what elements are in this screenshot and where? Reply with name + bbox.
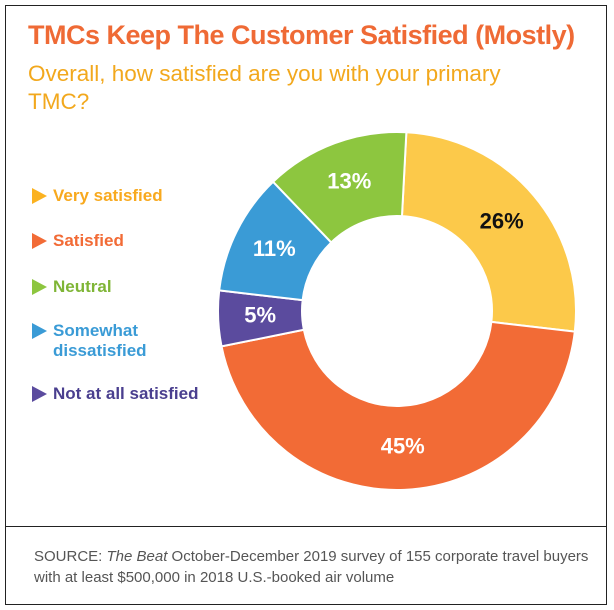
legend-item: Satisfied xyxy=(32,231,124,251)
legend-item: Somewhat dissatisfied xyxy=(32,321,173,361)
source-publication: The Beat xyxy=(102,548,168,565)
legend-label: Somewhat dissatisfied xyxy=(53,321,147,360)
legend-triangle-icon xyxy=(32,279,47,295)
chart-title: TMCs Keep The Customer Satisfied (Mostly… xyxy=(28,20,575,50)
source-prefix: SOURCE: xyxy=(34,548,103,565)
slice-data-label: 5% xyxy=(244,303,276,328)
slice-data-label: 26% xyxy=(480,208,524,233)
legend-triangle-icon xyxy=(32,233,47,249)
legend-triangle-icon xyxy=(32,323,47,339)
chart-subtitle: Overall, how satisfied are you with your… xyxy=(28,61,501,114)
slice-data-label: 45% xyxy=(381,434,425,459)
donut-slice xyxy=(400,131,577,333)
legend-item: Neutral xyxy=(32,277,112,297)
legend-label: Not at all satisfied xyxy=(53,384,199,403)
legend-item: Very satisfied xyxy=(32,186,163,206)
legend-triangle-icon xyxy=(32,188,47,204)
legend-label: Very satisfied xyxy=(53,186,163,205)
donut-slice xyxy=(271,131,408,244)
legend-label: Neutral xyxy=(53,277,112,296)
slice-data-label: 11% xyxy=(253,236,296,261)
source-note: SOURCE: The Beat October-December 2019 s… xyxy=(34,546,594,588)
source-text: October-December 2019 survey of 155 corp… xyxy=(34,548,589,586)
infographic-frame: TMCs Keep The Customer Satisfied (Mostly… xyxy=(5,5,607,605)
divider xyxy=(6,526,606,527)
legend-item: Not at all satisfied xyxy=(32,384,198,404)
legend-label: Satisfied xyxy=(53,231,124,250)
donut-chart: 26% 45% 5% 11% 13% xyxy=(217,131,577,491)
slice-data-label: 13% xyxy=(327,168,371,193)
donut-slice xyxy=(220,320,576,491)
legend-triangle-icon xyxy=(32,386,47,402)
